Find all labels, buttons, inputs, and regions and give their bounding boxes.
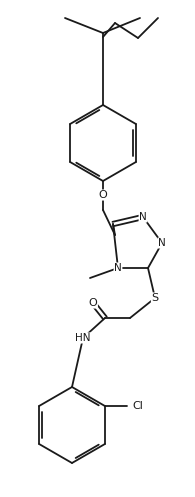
Text: O: O	[99, 190, 107, 200]
Text: HN: HN	[75, 333, 91, 343]
Text: N: N	[139, 212, 147, 222]
Text: N: N	[158, 238, 166, 248]
Text: N: N	[114, 263, 122, 273]
Text: S: S	[152, 293, 159, 303]
Text: O: O	[89, 298, 97, 308]
Text: Cl: Cl	[132, 401, 143, 411]
